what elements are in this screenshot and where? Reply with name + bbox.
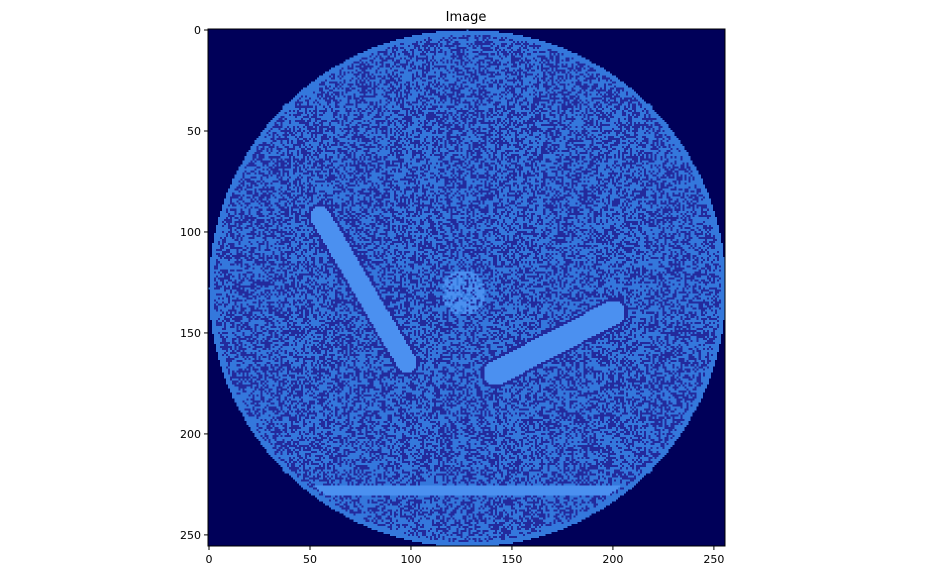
y-tick-label: 250 [180,529,201,542]
image-raster [208,29,725,546]
x-tick-label: 200 [602,553,623,566]
y-tick-label: 50 [187,125,201,138]
x-tick-label: 250 [703,553,724,566]
y-axis-ticks: 0 50 100 150 200 250 [180,24,208,542]
y-tick-label: 0 [194,24,201,37]
y-tick-label: 100 [180,226,201,239]
x-tick-label: 150 [501,553,522,566]
x-tick-label: 100 [400,553,421,566]
x-tick-label: 50 [303,553,317,566]
x-tick-label: 0 [206,553,213,566]
x-axis-ticks: 0 50 100 150 200 250 [206,546,724,566]
y-tick-label: 150 [180,327,201,340]
axes-frame [207,28,726,547]
image-heatmap [208,29,725,546]
y-tick-label: 200 [180,428,201,441]
chart-title: Image [446,10,487,25]
